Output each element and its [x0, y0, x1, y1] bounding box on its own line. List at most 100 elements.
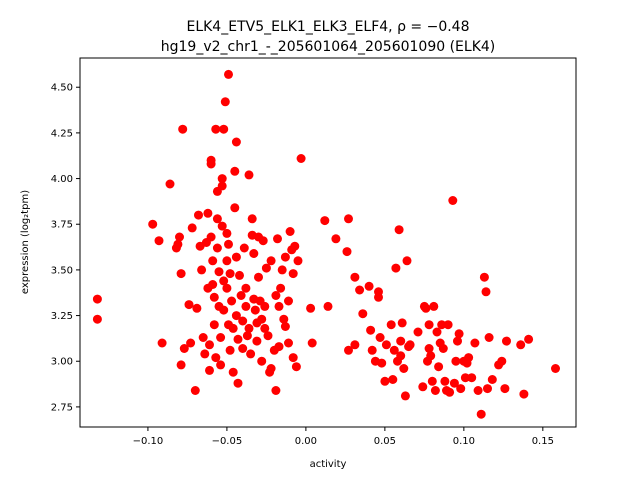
data-point: [175, 232, 184, 242]
data-point: [438, 344, 448, 353]
data-point: [481, 287, 491, 297]
data-point: [386, 320, 396, 330]
data-point: [250, 305, 260, 315]
data-point: [92, 314, 102, 324]
data-point: [208, 256, 218, 266]
data-point: [367, 345, 377, 355]
data-point: [306, 303, 316, 313]
data-point: [233, 334, 243, 344]
data-point: [178, 124, 188, 134]
data-point: [200, 349, 210, 359]
data-point: [192, 303, 202, 313]
data-point: [216, 333, 226, 342]
data-point: [394, 225, 404, 235]
data-point: [473, 386, 483, 395]
data-point: [476, 409, 486, 419]
data-point: [233, 378, 243, 388]
data-point: [424, 344, 434, 353]
x-tick-label: 0.15: [532, 436, 554, 447]
data-point: [396, 336, 406, 346]
scatter-points: [92, 69, 560, 419]
data-point: [284, 296, 293, 306]
data-point: [208, 280, 218, 289]
data-point: [397, 318, 407, 328]
data-point: [236, 291, 246, 300]
data-point: [280, 252, 290, 262]
data-point: [187, 223, 197, 233]
data-point: [260, 301, 270, 311]
data-point: [230, 203, 240, 213]
data-point: [244, 170, 254, 180]
data-point: [396, 351, 406, 361]
data-point: [418, 382, 428, 392]
data-point: [443, 320, 453, 330]
data-point: [344, 214, 353, 224]
data-point: [260, 323, 270, 333]
data-point: [222, 283, 232, 293]
data-point: [427, 376, 437, 386]
data-point: [456, 384, 466, 394]
data-point: [179, 344, 189, 353]
data-point: [285, 227, 295, 236]
data-point: [206, 232, 216, 242]
data-point: [222, 228, 232, 238]
y-tick-label: 3.00: [51, 357, 73, 368]
data-point: [381, 340, 391, 350]
data-point: [364, 281, 374, 291]
data-point: [274, 301, 284, 311]
data-point: [331, 234, 341, 244]
data-point: [380, 376, 390, 386]
data-point: [470, 338, 480, 348]
data-point: [405, 340, 415, 350]
data-point: [430, 386, 440, 395]
data-point: [246, 349, 256, 359]
data-point: [453, 336, 462, 346]
data-point: [238, 344, 248, 353]
data-point: [400, 391, 410, 401]
data-point: [399, 364, 409, 373]
data-point: [271, 386, 281, 395]
data-point: [448, 196, 458, 205]
data-point: [279, 314, 289, 324]
data-point: [449, 378, 459, 388]
data-point: [239, 243, 249, 253]
data-point: [500, 384, 510, 394]
data-point: [263, 331, 273, 341]
data-point: [296, 154, 306, 163]
data-point: [244, 323, 254, 333]
data-point: [92, 294, 102, 304]
data-point: [464, 353, 474, 363]
x-tick-label: 0.00: [295, 436, 317, 447]
data-point: [434, 362, 444, 372]
data-point: [342, 247, 352, 257]
data-point: [350, 340, 360, 350]
data-point: [497, 356, 507, 366]
data-point: [277, 265, 287, 275]
data-point: [421, 303, 431, 313]
data-point: [173, 239, 183, 249]
data-point: [176, 269, 186, 279]
data-point: [211, 353, 221, 363]
data-point: [249, 249, 259, 258]
data-point: [451, 356, 461, 366]
data-point: [290, 241, 300, 251]
data-point: [230, 166, 240, 176]
data-point: [344, 345, 353, 355]
data-point: [216, 360, 226, 370]
data-point: [194, 210, 203, 220]
data-point: [429, 301, 439, 311]
data-point: [231, 252, 241, 262]
x-tick-label: 0.05: [374, 436, 396, 447]
data-point: [209, 320, 219, 330]
x-axis-label: activity: [310, 459, 347, 470]
data-point: [516, 340, 526, 350]
data-point: [217, 221, 227, 231]
data-point: [273, 234, 282, 244]
data-point: [271, 291, 281, 300]
data-point: [323, 301, 333, 311]
data-point: [440, 376, 450, 386]
data-point: [366, 325, 376, 335]
data-point: [524, 334, 534, 344]
y-tick-label: 3.75: [51, 220, 73, 231]
